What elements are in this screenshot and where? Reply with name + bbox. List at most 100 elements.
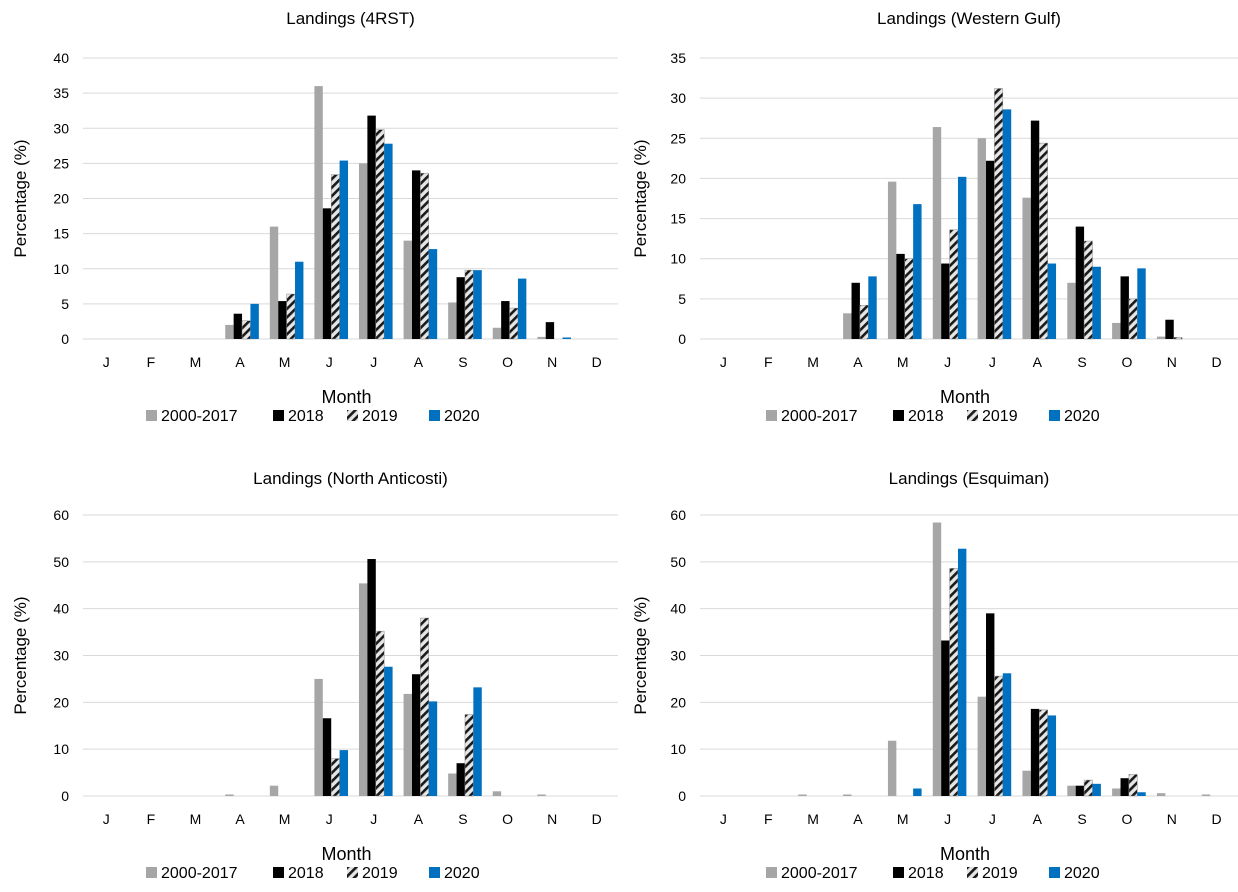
bar-2000-2017-6: [932, 127, 942, 339]
bar-2019-7: [994, 88, 1004, 340]
y-tick-label: 35: [53, 85, 69, 101]
legend-swatch-2020: [429, 867, 440, 878]
x-tick-label: N: [1167, 354, 1177, 370]
x-tick-label: A: [1033, 354, 1043, 370]
bar-2020-4: [868, 276, 877, 339]
x-axis-label: Month: [321, 387, 371, 407]
legend-swatch-2019: [347, 410, 358, 421]
y-tick-label: 40: [53, 601, 69, 617]
y-axis-label: Percentage (%): [11, 139, 30, 257]
chart-title: Landings (4RST): [286, 9, 415, 28]
bar-2000-2017-4: [225, 794, 234, 796]
bar-2000-2017-9: [448, 773, 457, 796]
legend: 2000-2017 2018 2019 2020: [146, 865, 480, 882]
x-tick-label: A: [414, 811, 424, 827]
y-tick-label: 60: [670, 507, 686, 523]
legend-label: 2018: [288, 865, 324, 882]
x-tick-label: O: [502, 354, 513, 370]
bar-2020-8: [428, 249, 438, 339]
legend: 2000-2017 2018 2019 2020: [766, 408, 1100, 425]
legend-label: 2018: [908, 408, 944, 425]
x-tick-label: F: [764, 811, 773, 827]
bar-2000-2017-4: [225, 324, 234, 339]
bar-2018-6: [322, 208, 332, 339]
y-tick-label: 15: [670, 211, 686, 227]
bar-2019-7: [375, 630, 385, 797]
legend-label: 2020: [444, 865, 480, 882]
x-tick-label: F: [764, 354, 773, 370]
bar-2000-2017-9: [448, 302, 457, 339]
y-tick-label: 5: [61, 296, 69, 312]
legend-swatch-2000-2017: [766, 867, 777, 878]
legend-swatch-2018: [893, 410, 904, 421]
y-tick-label: 10: [53, 741, 69, 757]
bar-2020-6: [339, 750, 349, 796]
bar-2000-2017-4: [843, 794, 852, 796]
x-tick-label: A: [235, 354, 245, 370]
bar-2019-9: [1083, 240, 1093, 340]
bar-2019-6: [949, 229, 959, 340]
chart-panel-1: Landings (4RST) 0 5 10 15 20 25 30 35 40 Percentag…: [11, 9, 618, 425]
x-tick-label: M: [807, 811, 819, 827]
bar-2019-10: [509, 307, 519, 340]
bar-2018-4: [233, 313, 243, 339]
bar-2020-10: [1137, 268, 1146, 339]
x-tick-label: S: [1077, 811, 1086, 827]
y-tick-label: 20: [670, 694, 686, 710]
bar-2000-2017-11: [537, 336, 546, 339]
legend-swatch-2018: [893, 867, 904, 878]
y-tick-label: 50: [670, 554, 686, 570]
x-axis-label: Month: [940, 844, 990, 864]
bar-2000-2017-5: [269, 785, 279, 796]
y-tick-label: 40: [670, 601, 686, 617]
bar-2000-2017-7: [977, 696, 987, 796]
bar-2000-2017-12: [1201, 794, 1211, 796]
bar-2018-7: [986, 613, 995, 796]
y-tick-label: 40: [53, 50, 69, 66]
x-tick-label: S: [458, 354, 467, 370]
bar-2000-2017-11: [1156, 336, 1166, 339]
legend-label: 2019: [982, 865, 1018, 882]
bar-2019-7: [375, 129, 385, 340]
bar-2020-7: [384, 143, 393, 339]
bar-2020-5: [913, 204, 922, 339]
bar-2020-9: [1092, 266, 1101, 339]
bar-2019-10: [1128, 774, 1138, 797]
y-tick-label: 10: [670, 251, 686, 267]
bar-2019-6: [330, 174, 340, 340]
bar-2020-5: [913, 788, 922, 796]
y-tick-label: 0: [61, 331, 69, 347]
bar-2018-4: [851, 282, 860, 339]
legend: 2000-2017 2018 2019 2020: [146, 408, 480, 425]
bar-2019-8: [420, 617, 430, 797]
bar-2000-2017-10: [492, 327, 502, 339]
x-tick-label: S: [458, 811, 467, 827]
bar-2018-5: [278, 301, 287, 339]
bar-2020-5: [295, 261, 304, 339]
legend-swatch-2000-2017: [146, 867, 157, 878]
bar-2019-4: [241, 320, 251, 340]
x-tick-label: M: [190, 354, 202, 370]
y-tick-label: 0: [678, 331, 686, 347]
x-tick-label: J: [720, 811, 727, 827]
bar-2018-10: [501, 301, 510, 339]
bar-2020-7: [1002, 673, 1012, 796]
legend-swatch-2019: [967, 410, 978, 421]
bar-2018-5: [896, 253, 905, 339]
y-tick-label: 60: [53, 507, 69, 523]
bar-2018-8: [411, 170, 421, 339]
bar-2000-2017-7: [977, 138, 987, 339]
bar-2000-2017-6: [314, 678, 323, 796]
bar-2018-9: [456, 763, 465, 796]
x-tick-label: M: [807, 354, 819, 370]
x-tick-label: M: [897, 354, 909, 370]
bar-2018-9: [1075, 785, 1085, 796]
x-tick-label: J: [103, 354, 110, 370]
x-tick-label: F: [147, 811, 156, 827]
bar-2000-2017-8: [1022, 770, 1031, 796]
y-tick-label: 25: [670, 130, 686, 146]
legend-swatch-2019: [347, 867, 358, 878]
bar-2019-8: [420, 172, 430, 340]
bar-2018-6: [941, 263, 950, 339]
bar-2019-8: [1039, 709, 1048, 797]
